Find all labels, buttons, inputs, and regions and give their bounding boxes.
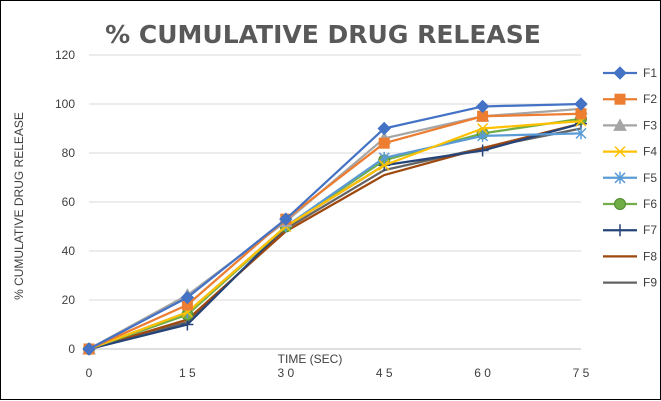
data-point xyxy=(377,121,391,136)
y-tick-label: 0 xyxy=(68,342,75,356)
data-point xyxy=(614,93,626,105)
legend-item-f5: F5 xyxy=(603,171,657,185)
gridlines xyxy=(89,54,581,350)
legend-label: F9 xyxy=(643,276,657,290)
legend-label: F3 xyxy=(643,118,657,132)
y-tick-label: 100 xyxy=(55,97,75,111)
y-tick-label: 60 xyxy=(62,195,76,209)
data-point xyxy=(613,66,627,80)
data-point xyxy=(82,342,96,356)
x-axis-title: TIME (SEC) xyxy=(278,352,343,366)
data-point xyxy=(279,212,293,226)
data-point xyxy=(574,97,588,111)
series-lines xyxy=(82,97,588,356)
y-axis-title: % CUMULATIVE DRUG RELEASE xyxy=(12,112,26,300)
legend-item-f9: F9 xyxy=(603,276,657,290)
series-line xyxy=(88,102,582,350)
series-f8 xyxy=(88,122,582,351)
data-point xyxy=(180,290,195,305)
y-tick-label: 20 xyxy=(62,293,76,307)
legend-label: F7 xyxy=(643,223,657,237)
chart-title: % CUMULATIVE DRUG RELEASE xyxy=(105,20,541,49)
series-f5 xyxy=(83,127,587,355)
series-line xyxy=(88,120,582,351)
y-tick-label: 40 xyxy=(62,244,76,258)
x-tick-label: 1 5 xyxy=(179,366,196,380)
series-line xyxy=(88,122,582,351)
legend-item-f8: F8 xyxy=(603,249,657,263)
legend-item-f3: F3 xyxy=(603,118,657,132)
legend-label: F1 xyxy=(643,66,657,80)
legend-item-f2: F2 xyxy=(603,92,657,106)
data-point xyxy=(475,99,490,114)
x-tick-label: 7 5 xyxy=(573,366,590,380)
data-point xyxy=(613,118,627,131)
data-point xyxy=(614,224,626,237)
series-f1 xyxy=(82,97,588,356)
legend-label: F8 xyxy=(643,249,657,263)
data-point xyxy=(476,144,489,157)
data-point xyxy=(477,122,489,135)
data-point xyxy=(614,146,626,158)
data-point xyxy=(614,171,626,184)
legend-item-f7: F7 xyxy=(603,223,657,237)
x-tick-label: 0 xyxy=(86,366,93,380)
legend-item-f4: F4 xyxy=(603,145,657,159)
axes: 0 20 40 60 80 100 120 0 1 5 3 0 4 5 6 0 7 5 xyxy=(55,48,590,380)
data-point xyxy=(575,127,587,140)
legend: F1 F2 F3 F4 F5 F6 F7 F8 F9 xyxy=(603,66,657,290)
x-tick-label: 6 0 xyxy=(474,366,491,380)
y-tick-label: 120 xyxy=(55,48,75,62)
data-point xyxy=(378,137,390,149)
series-line xyxy=(88,112,582,351)
data-point xyxy=(378,159,390,171)
legend-label: F6 xyxy=(643,197,657,211)
x-tick-label: 4 5 xyxy=(376,366,393,380)
y-tick-label: 80 xyxy=(62,146,76,160)
legend-item-f6: F6 xyxy=(603,197,657,211)
legend-label: F5 xyxy=(643,171,657,185)
series-f2 xyxy=(83,108,587,355)
data-point xyxy=(614,198,626,210)
legend-item-f1: F1 xyxy=(603,66,657,80)
x-tick-label: 3 0 xyxy=(277,366,294,380)
legend-label: F4 xyxy=(643,145,657,159)
legend-label: F2 xyxy=(643,92,657,106)
